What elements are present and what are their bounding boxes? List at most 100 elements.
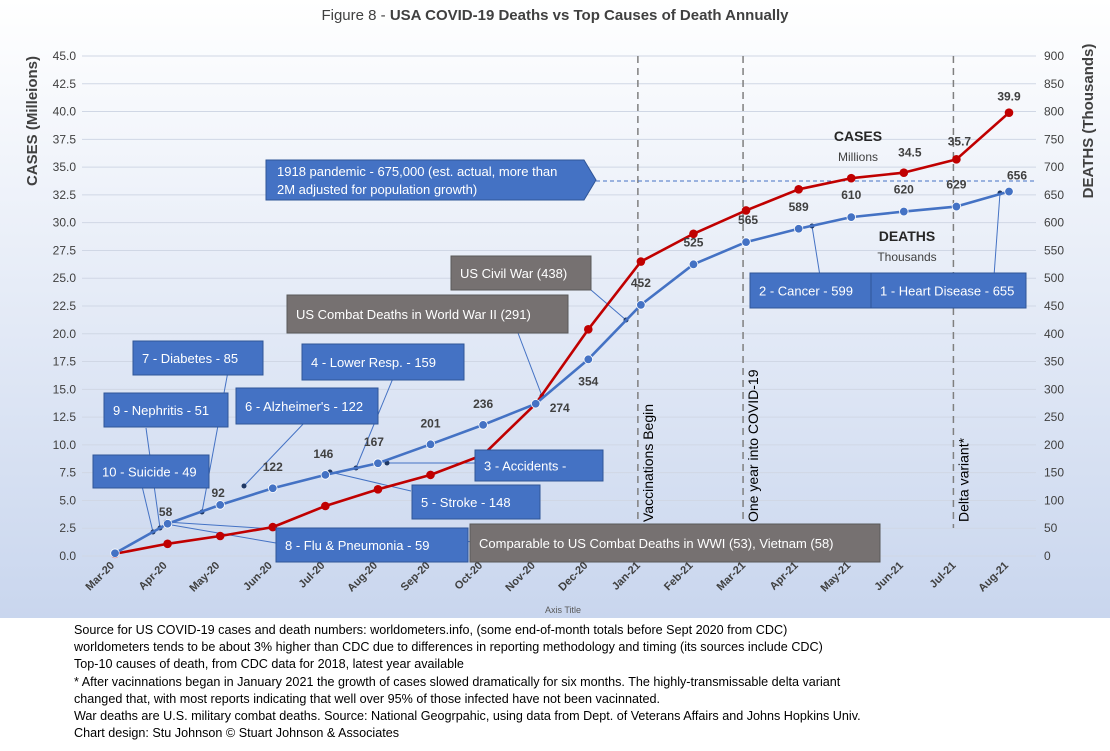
annotation-box: 1 - Heart Disease - 655 bbox=[870, 272, 1027, 309]
cases-point bbox=[636, 257, 646, 266]
y-left-tick-label: 32.5 bbox=[53, 188, 77, 202]
annotation-box-text: 10 - Suicide - 49 bbox=[102, 465, 197, 480]
y-left-tick-label: 0.0 bbox=[59, 549, 76, 563]
deaths-data-label: 354 bbox=[578, 374, 598, 388]
deaths-data-label: 610 bbox=[841, 188, 861, 202]
deaths-data-label: 629 bbox=[946, 178, 966, 192]
annotation-box-text: 1918 pandemic - 675,000 (est. actual, mo… bbox=[277, 164, 557, 179]
deaths-data-label: 146 bbox=[313, 447, 333, 461]
annotation-box: 4 - Lower Resp. - 159 bbox=[301, 343, 465, 381]
footnote-line: War deaths are U.S. military combat deat… bbox=[74, 709, 861, 724]
y-right-tick-label: 550 bbox=[1044, 243, 1064, 257]
cases-data-label: 39.9 bbox=[997, 90, 1021, 104]
cases-point bbox=[952, 155, 961, 164]
y-axis-left-ticks: 0.0 2.5 5.0 7.5 10.0 12.5 15.0 17.5 20.0 22.5 25.0… bbox=[53, 49, 77, 563]
annotation-box-shape bbox=[132, 340, 264, 376]
deaths-data-label: 274 bbox=[550, 401, 570, 415]
deaths-data-label: 236 bbox=[473, 397, 493, 411]
y-right-tick-label: 600 bbox=[1044, 216, 1064, 230]
deaths-point bbox=[793, 224, 804, 234]
annotation-connector bbox=[141, 485, 154, 533]
deaths-legend-name: DEATHS bbox=[879, 228, 936, 244]
y-right-tick-label: 350 bbox=[1044, 355, 1064, 369]
annotation-box-text: US Civil War (438) bbox=[460, 266, 567, 281]
y-left-tick-label: 45.0 bbox=[53, 49, 77, 63]
footnote-line: * After vacinnations began in January 20… bbox=[74, 674, 841, 689]
deaths-point bbox=[425, 439, 436, 450]
footnote-line: Top-10 causes of death, from CDC data fo… bbox=[74, 657, 464, 672]
annotation-box: 3 - Accidents - bbox=[474, 449, 604, 482]
deaths-point bbox=[846, 212, 856, 222]
y-right-tick-label: 450 bbox=[1044, 299, 1064, 313]
deaths-data-label: 565 bbox=[738, 213, 758, 227]
y-left-tick-label: 25.0 bbox=[53, 271, 77, 285]
cases-point bbox=[794, 185, 803, 194]
footnote-line: worldometers tends to be about 3% higher… bbox=[74, 640, 823, 655]
event-line-label: Vaccinations Begin bbox=[640, 404, 656, 522]
cases-series-title: CASES Millions bbox=[834, 128, 882, 164]
chart-title-prefix: Figure 8 - bbox=[321, 7, 389, 24]
deaths-line bbox=[114, 190, 1010, 555]
cases-point bbox=[215, 531, 225, 541]
annotation-box-text: 1 - Heart Disease - 655 bbox=[880, 284, 1014, 299]
cases-point bbox=[583, 325, 593, 334]
annotation-box: Comparable to US Combat Deaths in WWI (5… bbox=[469, 523, 881, 563]
annotation-connector bbox=[811, 225, 821, 277]
y-left-tick-label: 30.0 bbox=[53, 216, 77, 230]
footnote-line: Source for US COVID-19 cases and death n… bbox=[74, 623, 788, 637]
y-right-tick-label: 300 bbox=[1044, 382, 1064, 396]
footnote-line: changed that, with most reports indicati… bbox=[74, 691, 660, 706]
deaths-data-label: 92 bbox=[211, 486, 225, 500]
deaths-data-label: 656 bbox=[1007, 169, 1027, 183]
deaths-point bbox=[636, 300, 646, 310]
deaths-point bbox=[688, 259, 699, 270]
footnote-line: Chart design: Stu Johnson © Stuart Johns… bbox=[74, 726, 400, 741]
annotation-box-shape bbox=[301, 343, 465, 381]
annotation-box: 6 - Alzheimer's - 122 bbox=[235, 387, 379, 425]
annotation-box: US Civil War (438) bbox=[450, 255, 592, 291]
y-right-tick-label: 800 bbox=[1044, 105, 1064, 119]
y-left-tick-label: 20.0 bbox=[53, 327, 77, 341]
y-right-tick-label: 100 bbox=[1044, 493, 1064, 507]
y-axis-right-title: DEATHS (Thousands) bbox=[1080, 44, 1097, 199]
annotation-connectors bbox=[141, 190, 1003, 544]
deaths-data-label: 452 bbox=[631, 276, 651, 290]
annotation-box-text: 5 - Stroke - 148 bbox=[421, 495, 511, 510]
annotation-box-text: 2M adjusted for population growth) bbox=[277, 182, 477, 197]
y-right-tick-label: 150 bbox=[1044, 466, 1064, 480]
deaths-point bbox=[110, 548, 120, 558]
y-right-tick-label: 700 bbox=[1044, 160, 1064, 174]
annotation-box: US Combat Deaths in World War II (291) bbox=[286, 294, 569, 334]
deaths-data-label: 525 bbox=[683, 235, 703, 249]
y-left-tick-label: 10.0 bbox=[53, 438, 77, 452]
annotation-connector bbox=[517, 332, 543, 397]
cases-legend-name: CASES bbox=[834, 128, 882, 144]
cases-legend-unit: Millions bbox=[838, 150, 878, 164]
annotation-box-text: 4 - Lower Resp. - 159 bbox=[311, 355, 436, 370]
annotation-box-shape bbox=[265, 159, 597, 201]
cases-line bbox=[114, 111, 1010, 556]
deaths-data-label: 167 bbox=[364, 435, 384, 449]
deaths-point bbox=[583, 354, 593, 365]
annotation-box-text: 2 - Cancer - 599 bbox=[759, 284, 853, 299]
y-right-tick-label: 250 bbox=[1044, 410, 1064, 424]
annotation-boxes: 1918 pandemic - 675,000 (est. actual, mo… bbox=[92, 159, 1027, 563]
cases-data-label: 34.5 bbox=[898, 146, 922, 160]
annotation-box: 8 - Flu & Pneumonia - 59 bbox=[275, 527, 469, 563]
y-right-tick-label: 900 bbox=[1044, 49, 1064, 63]
y-axis-right-ticks: 0 50 100 150 200 250 300 350 400 450 500 550 600 650 7… bbox=[1044, 49, 1064, 563]
deaths-point bbox=[478, 420, 488, 430]
deaths-point bbox=[215, 500, 225, 510]
y-left-tick-label: 42.5 bbox=[53, 77, 77, 91]
annotation-connector bbox=[243, 420, 307, 487]
y-left-tick-label: 5.0 bbox=[59, 493, 76, 507]
footnotes: Source for US COVID-19 cases and death n… bbox=[74, 622, 1094, 742]
annotation-box-text: 6 - Alzheimer's - 122 bbox=[245, 399, 363, 414]
annotation-box-text: 9 - Nephritis - 51 bbox=[113, 403, 209, 418]
annotation-connector bbox=[329, 471, 412, 492]
y-right-tick-label: 850 bbox=[1044, 77, 1064, 91]
annotation-box-shape bbox=[103, 392, 229, 428]
event-lines: Vaccinations Begin One year into COVID-19… bbox=[637, 56, 971, 528]
y-left-tick-label: 40.0 bbox=[53, 105, 77, 119]
cases-point bbox=[321, 501, 330, 511]
